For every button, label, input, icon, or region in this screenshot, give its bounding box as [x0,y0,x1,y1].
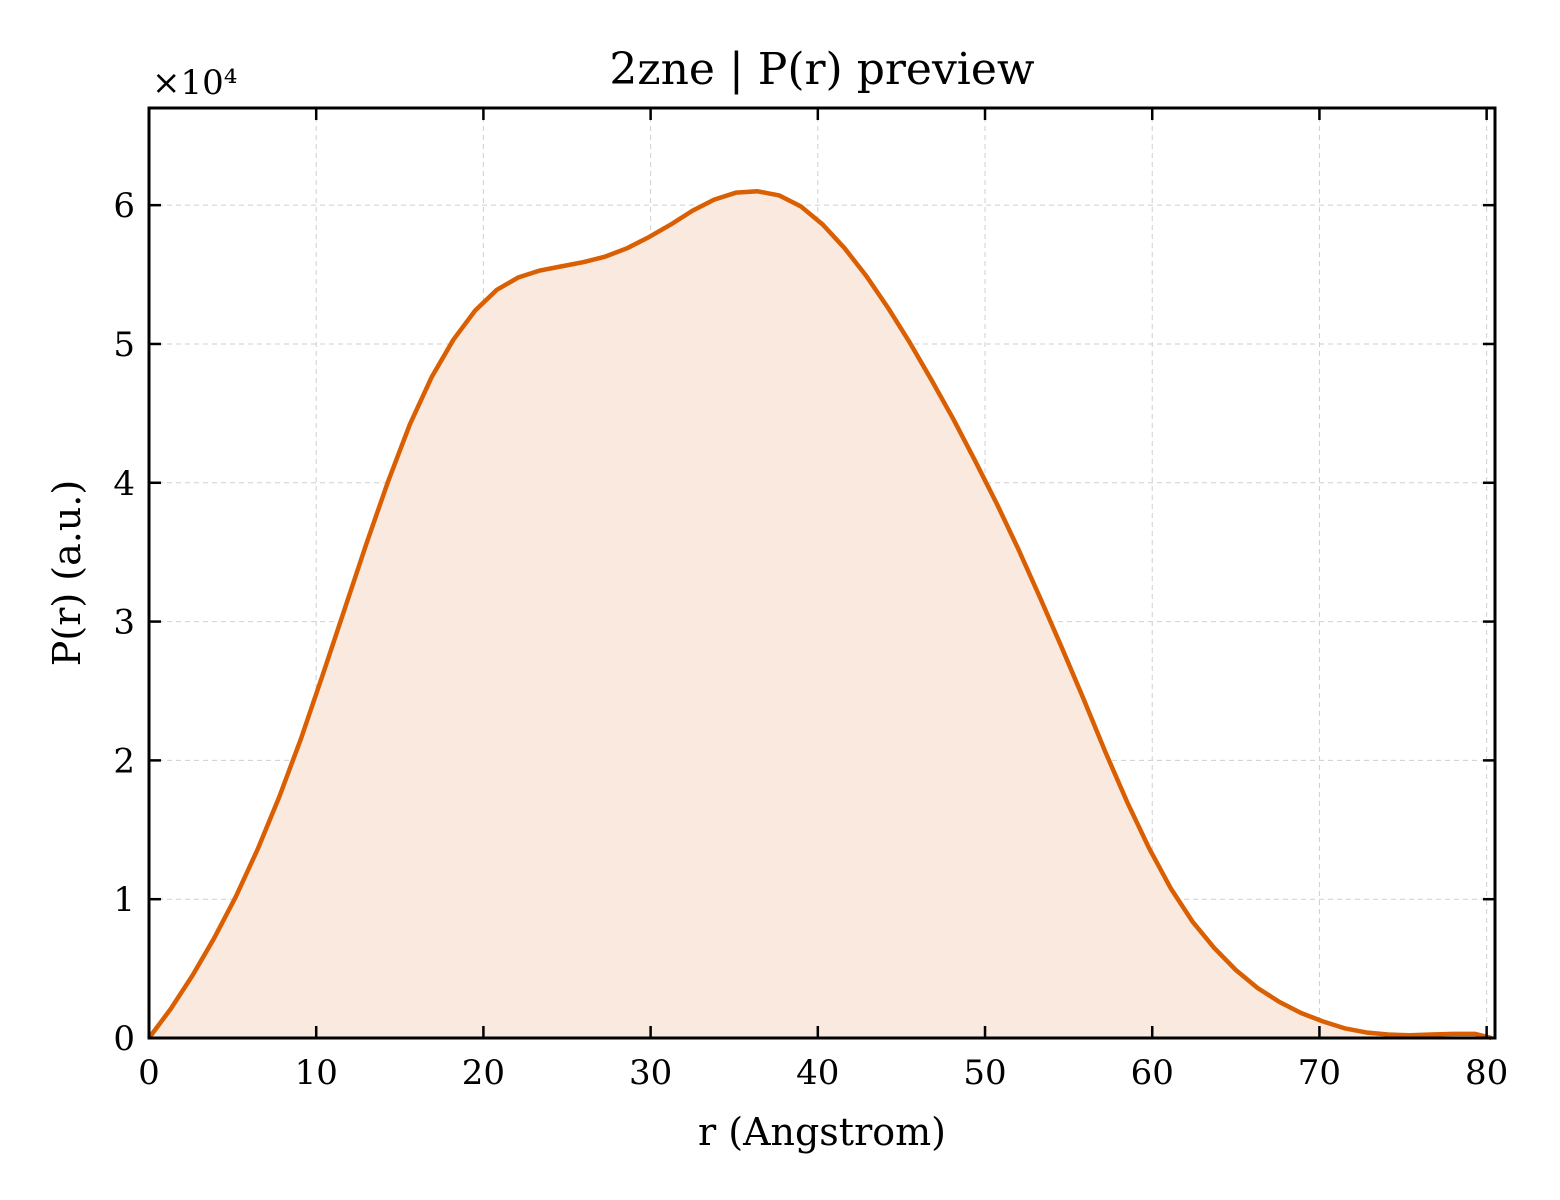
x-tick-label: 80 [1465,1053,1508,1093]
plot-frame [147,106,1497,1040]
x-tick-label: 20 [462,1053,505,1093]
y-tick-label: 4 [113,464,135,504]
x-tick-label: 40 [796,1053,839,1093]
y-tick-label: 0 [113,1019,135,1059]
area-fill [149,191,1492,1038]
y-tick-label: 3 [113,603,135,643]
y-tick-label: 6 [113,186,135,226]
x-axis-label: r (Angstrom) [698,1110,946,1154]
x-tick-label: 10 [295,1053,338,1093]
series-line [147,189,1493,1041]
x-tick-label: 0 [138,1053,160,1093]
y-axis-ticks: 0 1 2 3 4 5 6 [113,186,1495,1059]
y-axis-label: P(r) (a.u.) [45,480,89,666]
x-tick-label: 30 [629,1053,672,1093]
y-tick-label: 2 [113,741,135,781]
x-tick-label: 60 [1131,1053,1174,1093]
chart-title: 2zne | P(r) preview [609,44,1035,95]
x-tick-label: 70 [1298,1053,1341,1093]
y-offset-label: ×10⁴ [152,63,237,103]
y-tick-label: 5 [113,325,135,365]
x-axis-ticks: 0 10 20 30 40 50 60 70 80 [138,108,1508,1093]
y-tick-label: 1 [113,880,135,920]
x-tick-label: 50 [963,1053,1006,1093]
